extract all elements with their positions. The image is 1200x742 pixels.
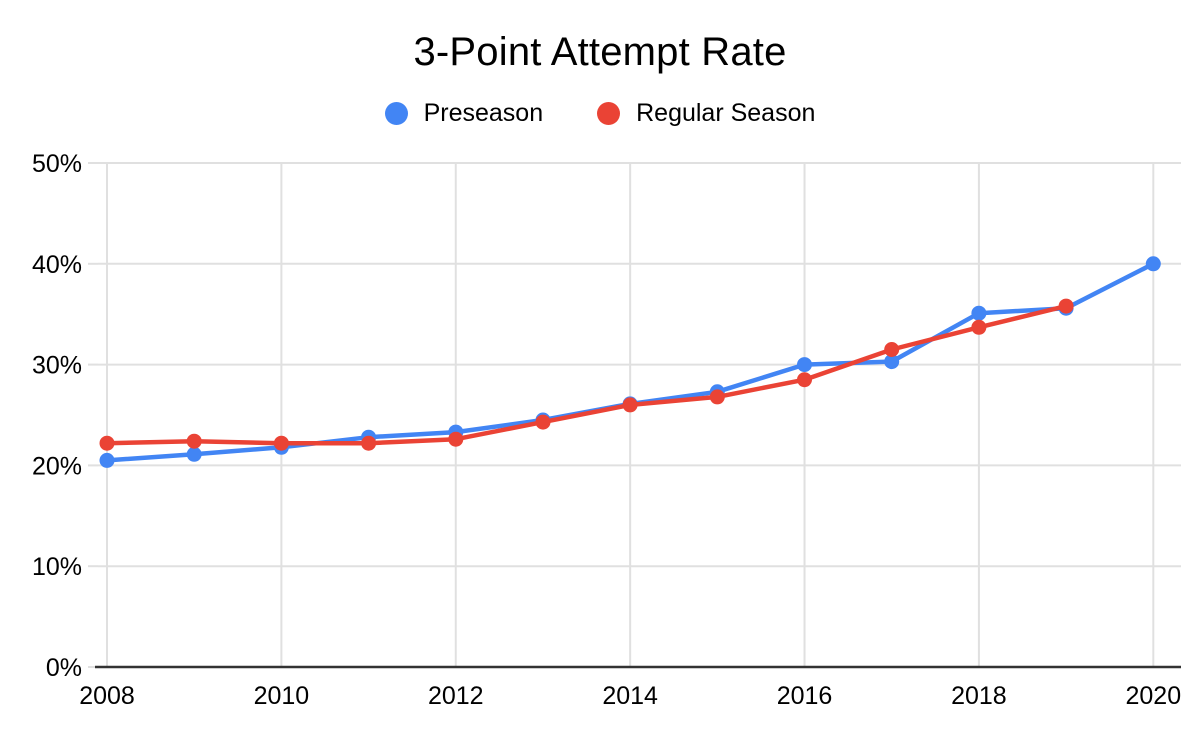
x-axis-tick-label: 2016: [777, 682, 833, 710]
y-axis-tick-label: 30%: [32, 352, 82, 380]
y-axis-tick-label: 0%: [46, 654, 82, 682]
data-point: [535, 414, 551, 430]
legend-item-preseason: Preseason: [384, 99, 544, 128]
legend-item-regular-season: Regular Season: [597, 99, 815, 128]
x-axis-tick-label: 2008: [79, 682, 135, 710]
y-axis-tick-label: 40%: [32, 251, 82, 279]
x-axis-tick-label: 2020: [1125, 682, 1181, 710]
data-point: [186, 433, 202, 449]
legend-label-preseason: Preseason: [423, 99, 544, 127]
data-point: [884, 354, 900, 370]
data-point: [971, 305, 987, 321]
x-axis-tick-label: 2012: [428, 682, 484, 710]
data-point: [99, 452, 115, 468]
data-point: [99, 435, 115, 451]
series-regular-season: [99, 298, 1074, 451]
y-axis-tick-label: 50%: [32, 150, 82, 178]
data-point: [361, 435, 377, 451]
series-line: [104, 303, 1069, 446]
data-point: [884, 342, 900, 357]
regular-season-swatch-icon: [597, 102, 621, 125]
data-point: [709, 389, 725, 405]
data-point: [273, 435, 289, 451]
data-point: [797, 372, 812, 388]
y-axis-tick-label: 20%: [32, 452, 82, 480]
data-point: [971, 319, 987, 335]
x-axis-tick-label: 2010: [254, 682, 310, 710]
chart-legend: Preseason Regular Season: [0, 99, 1200, 128]
x-axis-tick-label: 2014: [602, 682, 658, 710]
data-point: [622, 397, 638, 413]
data-point: [1145, 256, 1161, 272]
legend-label-regular-season: Regular Season: [636, 99, 816, 127]
data-point: [448, 431, 464, 447]
data-point: [797, 357, 812, 373]
data-point: [1058, 298, 1074, 314]
data-point: [186, 446, 202, 462]
line-chart-plot-area: 2008 2010 2012 2014 2016 2018 2020 0% 10% 20% 30% 4…: [32, 150, 1181, 710]
x-axis-tick-label: 2018: [951, 682, 1007, 710]
y-axis-tick-label: 10%: [32, 553, 82, 581]
chart-title: 3-Point Attempt Rate: [413, 30, 787, 74]
preseason-swatch-icon: [384, 102, 408, 125]
